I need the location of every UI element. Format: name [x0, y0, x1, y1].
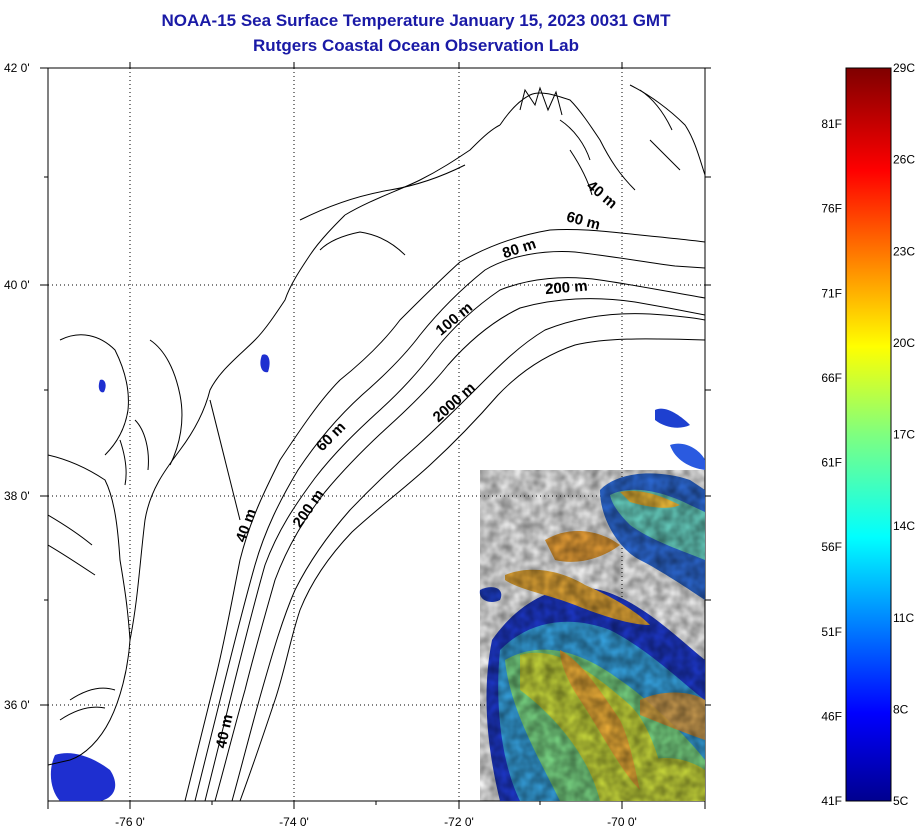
- coastline: [48, 84, 705, 766]
- colorbar-celsius-label: 26C: [893, 153, 915, 167]
- colorbar-fahrenheit-label: 81F: [821, 117, 842, 131]
- depth-label: 200 m: [544, 278, 588, 299]
- colorbar-celsius-label: 8C: [893, 702, 909, 716]
- colorbar-fahrenheit-label: 56F: [821, 540, 842, 554]
- colorbar-fahrenheit-label: 71F: [821, 286, 842, 300]
- map-title: NOAA-15 Sea Surface Temperature January …: [161, 11, 671, 30]
- map-subtitle: Rutgers Coastal Ocean Observation Lab: [253, 36, 579, 55]
- colorbar-celsius-label: 14C: [893, 519, 915, 533]
- colorbar-fahrenheit-label: 61F: [821, 456, 842, 470]
- colorbar-celsius-label: 20C: [893, 336, 915, 350]
- graticule: [48, 68, 705, 801]
- lon-label: -76 0': [115, 815, 145, 829]
- lat-label: 36 0': [4, 698, 30, 712]
- colorbar-celsius-label: 5C: [893, 794, 909, 808]
- depth-label: 40 m: [213, 713, 237, 750]
- colorbar-celsius-label: 29C: [893, 61, 915, 75]
- lat-label: 38 0': [4, 489, 30, 503]
- axis-ticks: [40, 62, 711, 809]
- colorbar-fahrenheit-label: 46F: [821, 709, 842, 723]
- sst-swath: [50, 354, 705, 801]
- colorbar-celsius-label: 17C: [893, 428, 915, 442]
- colorbar-fahrenheit-label: 41F: [821, 794, 842, 808]
- colorbar-fahrenheit-label: 51F: [821, 625, 842, 639]
- sst-speckle: [480, 470, 705, 801]
- lon-label: -72 0': [444, 815, 474, 829]
- lon-label: -74 0': [279, 815, 309, 829]
- colorbar-fahrenheit-label: 76F: [821, 202, 842, 216]
- colorbar-fahrenheit-label: 66F: [821, 371, 842, 385]
- colorbar-celsius-label: 23C: [893, 244, 915, 258]
- lon-label: -70 0': [607, 815, 637, 829]
- lat-label: 40 0': [4, 278, 30, 292]
- colorbar-celsius-label: 11C: [893, 611, 914, 625]
- colorbar-labels: 29C 26C 23C 20C 17C 14C 11C 8C 5C 81F 76F 71F 66F 61F…: [821, 61, 915, 808]
- bathymetry-contours: [184, 228, 705, 801]
- map-area: 40 m 60 m 80 m 200 m 100 m 2000 m 60 m 4…: [48, 68, 705, 801]
- lat-label: 42 0': [4, 61, 30, 75]
- colorbar: [845, 67, 892, 802]
